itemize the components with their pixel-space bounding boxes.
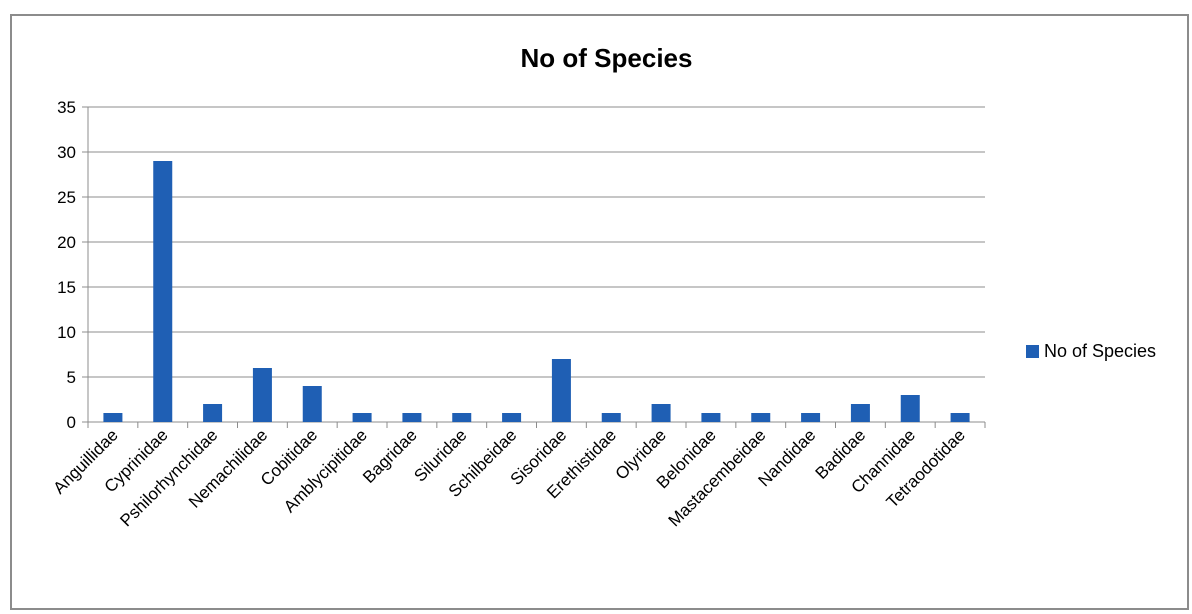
bar [751, 413, 771, 422]
y-tick-label: 30 [57, 143, 76, 162]
bar [502, 413, 522, 422]
chart-title: No of Species [520, 43, 693, 73]
chart-frame [10, 14, 1189, 610]
bar [452, 413, 472, 422]
y-tick-label: 35 [57, 98, 76, 117]
bar [302, 386, 322, 422]
bar [651, 404, 671, 422]
bar [701, 413, 721, 422]
y-tick-label: 0 [67, 413, 76, 432]
x-tick-label: Bagridae [359, 425, 421, 487]
y-tick-label: 15 [57, 278, 76, 297]
legend-label: No of Species [1044, 341, 1157, 361]
bar [601, 413, 621, 422]
bar [203, 404, 223, 422]
y-tick-label: 10 [57, 323, 76, 342]
y-tick-label: 20 [57, 233, 76, 252]
bar [950, 413, 970, 422]
bar [850, 404, 870, 422]
bar [153, 161, 173, 422]
legend: No of Species [1026, 341, 1156, 362]
y-tick-label: 5 [67, 368, 76, 387]
bar [402, 413, 422, 422]
y-tick-label: 25 [57, 188, 76, 207]
bar [551, 359, 571, 422]
bar [801, 413, 821, 422]
bar [103, 413, 123, 422]
bar [352, 413, 372, 422]
bar [900, 395, 920, 422]
bar [252, 368, 272, 422]
legend-swatch [1026, 345, 1039, 358]
